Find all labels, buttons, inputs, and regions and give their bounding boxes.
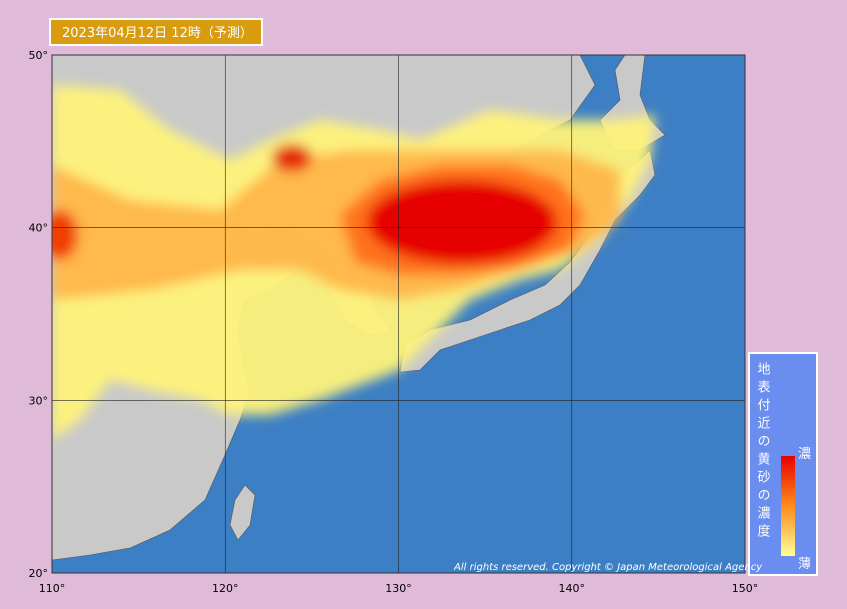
lon-label: 140° bbox=[559, 582, 586, 595]
lon-label: 150° bbox=[732, 582, 759, 595]
legend-scale bbox=[781, 456, 795, 556]
lat-label: 40° bbox=[29, 222, 49, 235]
dust-peak bbox=[367, 180, 557, 264]
legend-high: 濃 bbox=[798, 447, 811, 462]
lon-label: 120° bbox=[212, 582, 239, 595]
lon-label: 110° bbox=[39, 582, 66, 595]
lat-label: 30° bbox=[29, 394, 49, 407]
map-border bbox=[51, 54, 746, 574]
lon-label: 130° bbox=[385, 582, 412, 595]
taiwan bbox=[229, 484, 256, 541]
graticule bbox=[52, 55, 745, 573]
legend-title: 地表付近の黄砂の濃度 bbox=[755, 362, 771, 542]
legend-low: 薄 bbox=[798, 557, 811, 572]
title: 2023年04月12日 12時（予測） bbox=[62, 26, 253, 41]
copyright: All rights reserved. Copyright © Japan M… bbox=[453, 562, 763, 573]
dust-peak bbox=[52, 210, 78, 260]
map bbox=[52, 55, 745, 573]
lat-label: 50° bbox=[29, 49, 49, 62]
dust bbox=[52, 85, 655, 440]
lat-label: 20° bbox=[29, 567, 49, 580]
title-box bbox=[49, 18, 263, 46]
dust-peak bbox=[272, 144, 312, 172]
